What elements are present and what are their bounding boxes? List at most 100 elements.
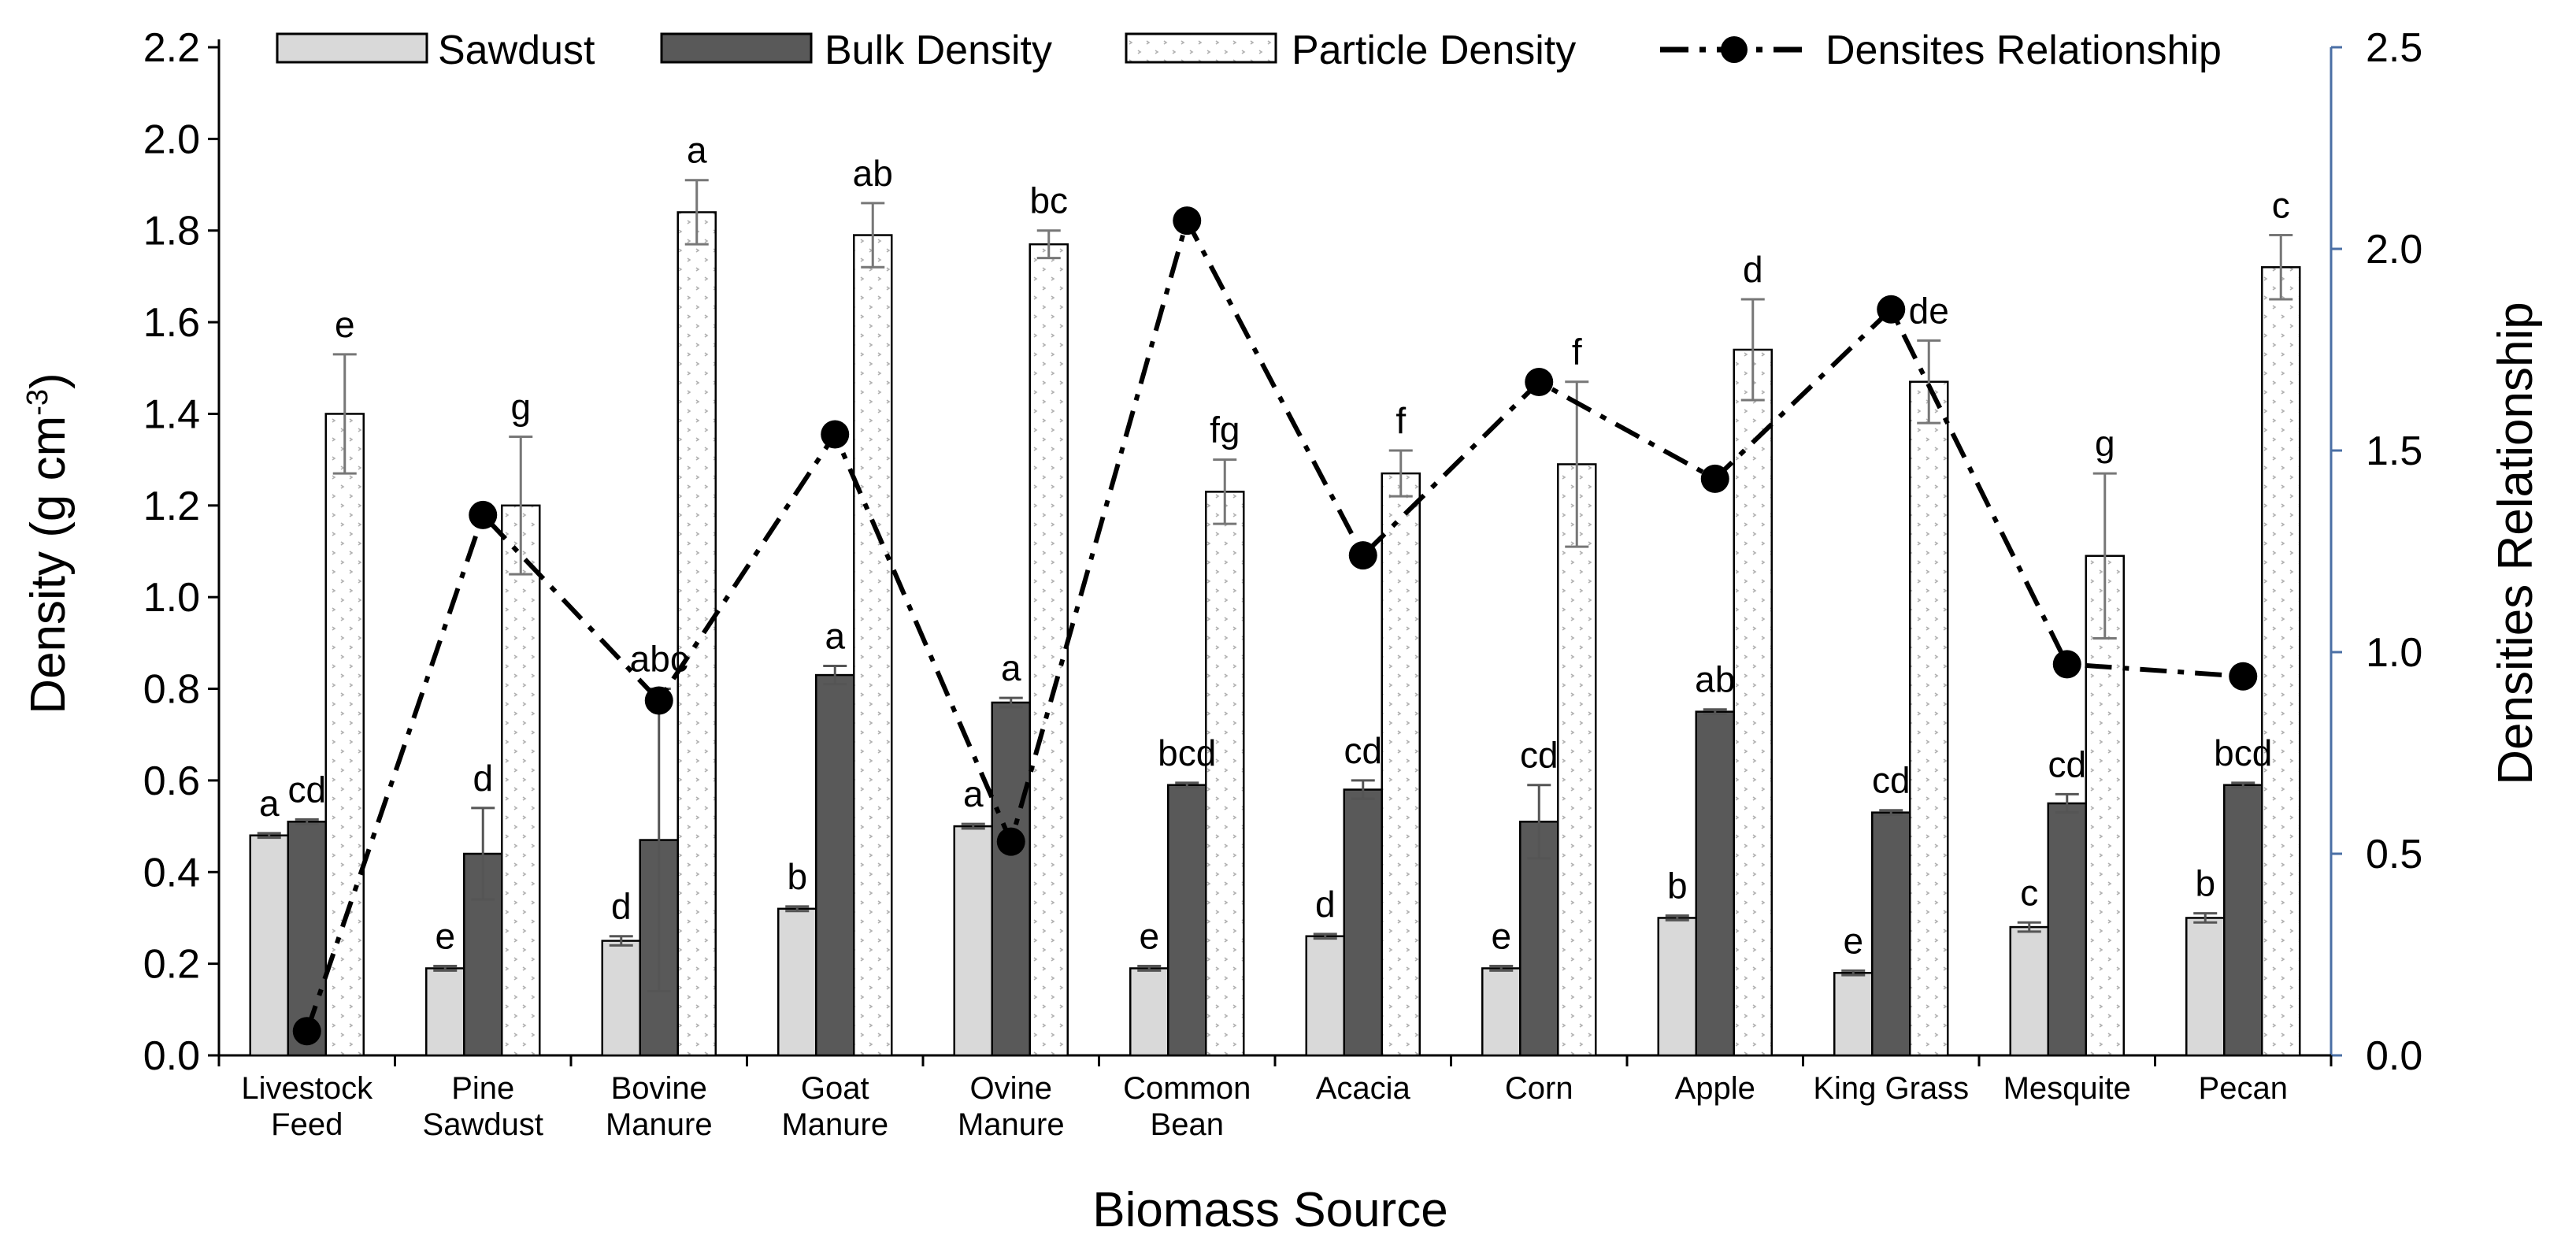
y-tick-label: 0.4 <box>143 850 200 895</box>
bar-bulk-density-pine-sawdust <box>463 852 503 1057</box>
x-tick-label-king-grass: King Grass <box>1813 1071 1969 1106</box>
y-tick-label: 0.0 <box>143 1033 200 1079</box>
x-tick-label-common-bean: Common Bean <box>1123 1071 1251 1142</box>
legend-label-sawdust: Sawdust <box>438 28 595 73</box>
x-tick-label-line: Ovine <box>970 1071 1053 1106</box>
bar-particle-density-common-bean <box>1205 491 1245 1057</box>
error-bars <box>257 179 2293 993</box>
bar-bulk-density-king-grass <box>1871 811 1911 1057</box>
x-tick-label-line: Livestock <box>241 1071 373 1106</box>
x-tick-label-line: Bean <box>1151 1107 1224 1142</box>
significance-label: a <box>259 783 280 824</box>
y-tick-label: 2.2 <box>143 25 200 71</box>
y-tick-label: 1.4 <box>143 391 200 437</box>
bar-bulk-density-mesquite <box>2047 802 2087 1057</box>
x-tick-label-line: Pine <box>451 1071 514 1106</box>
x-tick-label-line: Manure <box>606 1107 713 1142</box>
bar-sawdust-apple <box>1657 917 1697 1057</box>
x-tick-label-line: Pecan <box>2199 1071 2288 1106</box>
legend-item-sawdust: Sawdust <box>276 28 595 73</box>
significance-label: bcd <box>2214 732 2272 773</box>
bar-bulk-density-acacia <box>1343 788 1383 1057</box>
densities-relationship-point <box>1348 541 1377 570</box>
bar-particle-density-pecan <box>2261 266 2301 1057</box>
legend-item-particle-density: Particle Density <box>1125 28 1576 73</box>
bar-bulk-density-pecan <box>2223 784 2263 1057</box>
significance-label: e <box>435 916 455 957</box>
x-tick-label-line: Manure <box>781 1107 888 1142</box>
x-tick-label-pecan: Pecan <box>2199 1071 2288 1106</box>
axes: 0.0 0.2 0.4 0.6 0.8 1.0 1.2 1.4 1.6 1.8 2.0 2.2 0.0 0… <box>143 25 2423 1142</box>
x-axis-title: Biomass Source <box>1092 1183 1447 1237</box>
y-tick-label: 2.0 <box>143 117 200 162</box>
significance-label: cd <box>287 769 326 810</box>
x-tick-label-livestock-feed: Livestock Feed <box>241 1071 373 1142</box>
x-tick-label-line: Common <box>1123 1071 1251 1106</box>
x-tick-label-acacia: Acacia <box>1316 1071 1411 1106</box>
y2-tick-label: 0.0 <box>2366 1033 2422 1079</box>
densities-relationship-point <box>821 420 850 449</box>
significance-label: e <box>1843 920 1863 961</box>
bar-sawdust-common-bean <box>1129 967 1169 1057</box>
significance-label: d <box>1743 249 1763 290</box>
bars <box>249 211 2301 1057</box>
bar-sawdust-pecan <box>2185 917 2226 1057</box>
x-tick-label-line: Acacia <box>1316 1071 1411 1106</box>
significance-label: c <box>2272 185 2290 226</box>
x-tick-label-line: Mesquite <box>2003 1071 2131 1106</box>
bar-sawdust-bovine-manure <box>601 940 641 1057</box>
y-tick-label: 0.2 <box>143 942 200 988</box>
significance-label: ab <box>853 153 893 194</box>
bar-particle-density-bovine-manure <box>676 211 717 1057</box>
significance-label: cd <box>1872 760 1911 801</box>
significance-label: abc <box>630 639 688 680</box>
y2-tick-label: 2.0 <box>2366 227 2422 273</box>
significance-label: cd <box>1520 735 1559 776</box>
x-tick-label-ovine-manure: Ovine Manure <box>958 1071 1065 1142</box>
x-tick-label-goat-manure: Goat Manure <box>781 1071 888 1142</box>
significance-label: ab <box>1695 659 1735 700</box>
y-tick-label: 1.0 <box>143 575 200 621</box>
significance-label: fg <box>1210 410 1240 451</box>
x-tick-label-pine-sawdust: Pine Sawdust <box>423 1071 543 1142</box>
legend-label-densities-relationship: Densites Relationship <box>1825 28 2222 73</box>
x-tick-label-line: Manure <box>958 1107 1065 1142</box>
bar-bulk-density-ovine-manure <box>991 701 1031 1057</box>
significance-label: a <box>963 773 984 814</box>
densities-relationship-point <box>2052 650 2081 679</box>
legend-item-densities-relationship: Densites Relationship <box>1660 28 2222 73</box>
bar-bulk-density-common-bean <box>1167 784 1207 1057</box>
legend-swatch-particle-density <box>1125 32 1277 64</box>
densities-relationship-path <box>304 214 2244 1033</box>
significance-label: bcd <box>1158 732 1216 773</box>
x-tick-label-line: Goat <box>801 1071 869 1106</box>
legend-marker-densities-relationship <box>1721 36 1748 63</box>
significance-label: de <box>1909 290 1949 331</box>
significance-label: b <box>1667 866 1688 907</box>
densities-relationship-point <box>1877 295 1906 324</box>
y-tick-label: 1.6 <box>143 300 200 346</box>
significance-label: d <box>473 758 493 799</box>
legend: Sawdust Bulk Density Particle Density De… <box>276 28 2222 73</box>
y-tick-label: 0.6 <box>143 758 200 804</box>
significance-label: a <box>825 615 845 656</box>
y2-tick-label: 2.5 <box>2366 25 2422 71</box>
significance-label: b <box>787 856 807 897</box>
bar-sawdust-livestock-feed <box>249 834 289 1057</box>
x-tick-label-line: Apple <box>1675 1071 1755 1106</box>
legend-swatch-bulk-density <box>660 32 813 64</box>
densities-relationship-point <box>1525 367 1554 396</box>
legend-swatch-sawdust <box>276 32 428 64</box>
significance-label: e <box>1139 916 1159 957</box>
bar-particle-density-king-grass <box>1909 380 1949 1057</box>
x-tick-label-line: Feed <box>271 1107 343 1142</box>
significance-label: a <box>1001 647 1021 688</box>
bar-particle-density-pine-sawdust <box>501 504 541 1057</box>
significance-label: f <box>1395 400 1406 441</box>
y-axis-title-close: ) <box>21 373 76 389</box>
legend-label-particle-density: Particle Density <box>1292 28 1576 73</box>
y-axis-title-main: Density (g cm <box>21 416 76 714</box>
significance-label: a <box>687 130 707 171</box>
